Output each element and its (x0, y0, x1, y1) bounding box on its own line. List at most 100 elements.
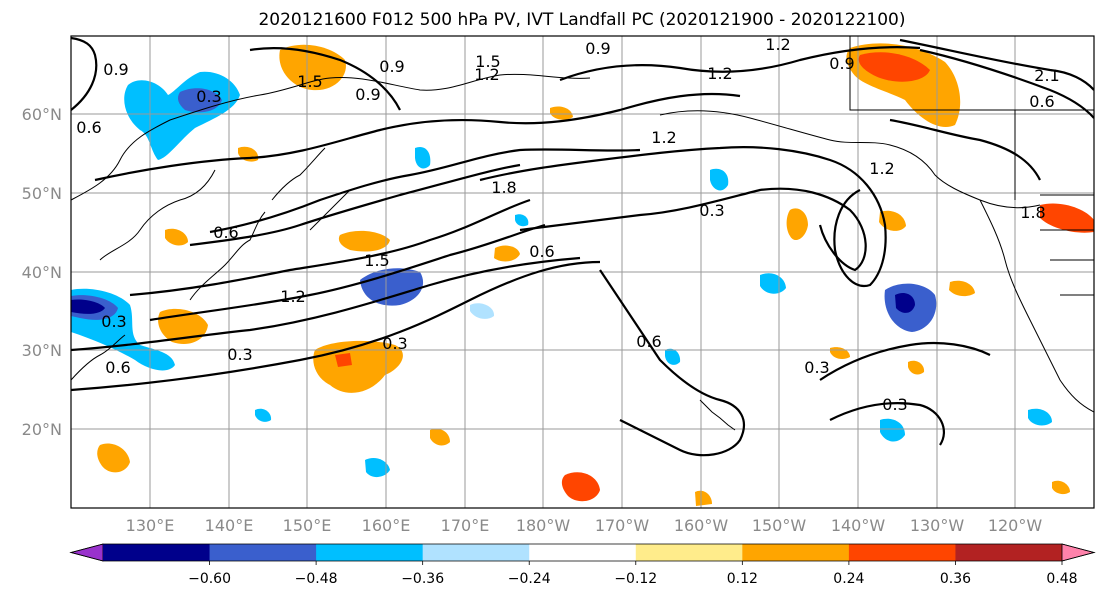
contour-label: 1.2 (707, 64, 732, 83)
colorbar-segment (635, 544, 743, 561)
pv-fill-negative (665, 348, 681, 365)
pv-fill-positive (695, 490, 712, 506)
map-gridlines (71, 36, 1094, 508)
contour-label: 1.2 (651, 128, 676, 147)
colorbar-segment (848, 544, 956, 561)
figure-title: 2020121600 F012 500 hPa PV, IVT Landfall… (258, 10, 905, 30)
colorbar-segment (103, 544, 211, 561)
colorbar-extend-low (69, 543, 104, 562)
contour-label: 1.2 (765, 35, 790, 54)
lon-label: 120°W (988, 516, 1043, 535)
colorbar-segment (422, 544, 530, 561)
colorbar-tick-label: 0.36 (940, 571, 971, 587)
pv-fill-positive (561, 472, 600, 502)
pv-fill-negative (515, 214, 529, 227)
lon-label: 150°W (752, 516, 807, 535)
contour-label: 0.3 (882, 395, 907, 414)
pv-fill-negative (880, 418, 905, 442)
pv-fill-negative (1028, 408, 1052, 426)
pv-fill-negative (255, 408, 272, 422)
contour-label: 1.2 (280, 287, 305, 306)
colorbar-tick-label: 0.12 (727, 571, 758, 587)
lon-label: 140°E (205, 516, 254, 535)
map-panel: 1.2 0.9 1.5 0.9 1.2 0.9 0.6 1.2 2.1 0.6 … (70, 35, 1095, 509)
contour-label: 0.9 (585, 39, 610, 58)
contour-label: 0.3 (196, 87, 221, 106)
pv-fill-negative (710, 168, 729, 191)
pv-fill-positive (786, 208, 808, 241)
longitude-labels: 130°E 140°E 150°E 160°E 170°E 180°W 170°… (126, 516, 1043, 535)
pv-fill-negative (470, 303, 495, 319)
pv-fill-positive (1040, 203, 1094, 233)
lon-label: 140°W (831, 516, 886, 535)
pv-fill-negative (895, 293, 915, 313)
contour-label: 1.8 (491, 178, 516, 197)
pv-fill-positive (858, 52, 930, 82)
pv-fill-positive (550, 106, 573, 120)
colorbar-extend-high (1061, 543, 1096, 562)
coastlines (71, 36, 1094, 431)
pv-fill-positive (494, 245, 520, 262)
contour-label: 0.3 (699, 201, 724, 220)
colorbar: −0.60 −0.48 −0.36 −0.24 −0.12 0.12 0.24 0.36 0.4… (69, 543, 1096, 587)
pv-fill-positive (1052, 480, 1070, 495)
lon-label: 130°E (126, 516, 175, 535)
contour-label: 0.3 (227, 345, 252, 364)
pv-fill-negative (365, 458, 390, 478)
contour-label: 1.2 (869, 159, 894, 178)
contour-label: 1.8 (1020, 203, 1045, 222)
colorbar-tick-label: −0.48 (295, 571, 338, 587)
colorbar-segment (955, 544, 1063, 561)
pv-fill-positive (430, 428, 450, 446)
contour-label: 0.9 (103, 60, 128, 79)
contour-label: 0.3 (382, 334, 407, 353)
colorbar-tick-label: 0.24 (833, 571, 864, 587)
colorbar-tick-label: −0.60 (188, 571, 231, 587)
contour-label: 1.5 (364, 251, 389, 270)
lat-label: 20°N (22, 420, 62, 439)
colorbar-tick-label: −0.36 (401, 571, 444, 587)
colorbar-tick-label: −0.24 (508, 571, 551, 587)
colorbar-segment (529, 544, 637, 561)
contour-label: 0.6 (105, 358, 130, 377)
lon-label: 130°W (910, 516, 965, 535)
colorbar-segment (209, 544, 317, 561)
pv-fill-positive (949, 280, 975, 297)
lon-label: 160°W (674, 516, 729, 535)
lat-label: 50°N (22, 184, 62, 203)
contour-label: 2.1 (1034, 66, 1059, 85)
colorbar-segment (316, 544, 424, 561)
lon-label: 150°E (283, 516, 332, 535)
lon-label: 180°W (516, 516, 571, 535)
pv-fill-positive (335, 353, 352, 367)
contour-label: 0.6 (1029, 92, 1054, 111)
contour-label: 1.5 (475, 52, 500, 71)
contour-label: 0.9 (355, 85, 380, 104)
contour-label: 0.6 (529, 242, 554, 261)
contour-label: 0.6 (636, 332, 661, 351)
contour-label: 0.9 (829, 54, 854, 73)
ivt-contours (71, 36, 1094, 457)
lat-label: 60°N (22, 105, 62, 124)
lon-label: 170°W (595, 516, 650, 535)
colorbar-tick-label: −0.12 (614, 571, 657, 587)
latitude-labels: 60°N 50°N 40°N 30°N 20°N (22, 105, 62, 439)
contour-label: 0.6 (76, 118, 101, 137)
lon-label: 160°E (362, 516, 411, 535)
lat-label: 40°N (22, 263, 62, 282)
contour-labels: 1.2 0.9 1.5 0.9 1.2 0.9 0.6 1.2 2.1 0.6 … (76, 35, 1059, 414)
pv-fill-negative (71, 299, 105, 314)
colorbar-tick-label: 0.48 (1046, 571, 1077, 587)
lat-label: 30°N (22, 341, 62, 360)
pv-fill-positive (313, 340, 403, 393)
pv-fill-positive (165, 228, 188, 246)
lon-label: 170°E (441, 516, 490, 535)
contour-label: 0.3 (804, 358, 829, 377)
pv-fill-positive (908, 360, 925, 375)
pv-fill-positive (338, 230, 390, 252)
contour-label: 0.6 (213, 223, 238, 242)
contour-label: 0.3 (101, 312, 126, 331)
pv-fill-negative (415, 146, 431, 169)
contour-label: 1.5 (297, 72, 322, 91)
